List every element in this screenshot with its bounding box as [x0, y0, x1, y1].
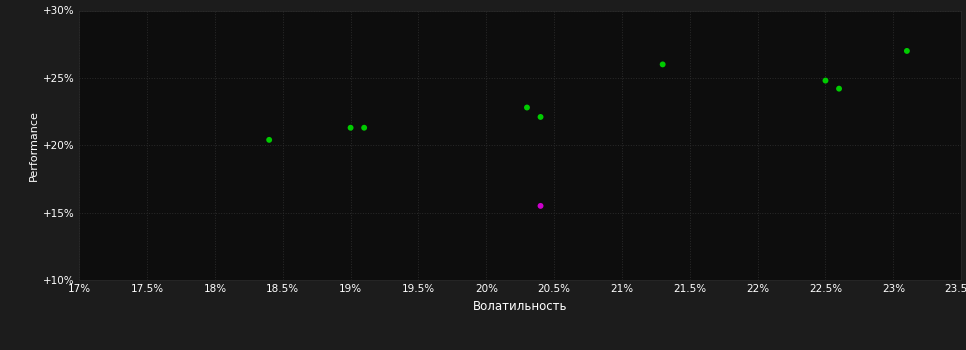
Point	[533, 114, 549, 120]
Point	[533, 203, 549, 209]
Point	[818, 78, 834, 83]
Point	[262, 137, 277, 143]
X-axis label: Волатильность: Волатильность	[473, 300, 567, 313]
Point	[343, 125, 358, 131]
Point	[655, 62, 670, 67]
Point	[899, 48, 915, 54]
Y-axis label: Performance: Performance	[29, 110, 40, 181]
Point	[832, 86, 847, 91]
Point	[520, 105, 535, 110]
Point	[356, 125, 372, 131]
